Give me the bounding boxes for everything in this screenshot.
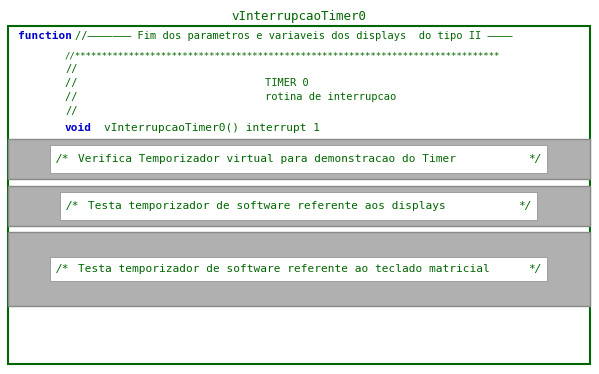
Text: function: function (18, 31, 72, 41)
Text: */: */ (528, 264, 542, 274)
Text: //: // (65, 64, 77, 74)
Text: */: */ (528, 154, 542, 164)
Text: Verifica Temporizador virtual para demonstracao do Timer: Verifica Temporizador virtual para demon… (78, 154, 456, 164)
Text: //: // (65, 106, 77, 116)
FancyBboxPatch shape (50, 145, 547, 173)
Text: /*: /* (66, 201, 80, 211)
Text: //                              TIMER 0: // TIMER 0 (65, 78, 308, 88)
Text: Testa temporizador de software referente aos displays: Testa temporizador de software referente… (88, 201, 446, 211)
Text: //——————— Fim dos parametros e variaveis dos displays  do tipo II ————: //——————— Fim dos parametros e variaveis… (75, 31, 513, 41)
Text: /*: /* (56, 264, 69, 274)
Text: vInterrupcaoTimer0() interrupt 1: vInterrupcaoTimer0() interrupt 1 (104, 123, 320, 133)
FancyBboxPatch shape (60, 192, 537, 220)
Text: /*: /* (56, 154, 69, 164)
Text: void: void (65, 123, 92, 133)
FancyBboxPatch shape (8, 139, 590, 179)
Text: //******************************************************************************: //**************************************… (65, 52, 500, 61)
Text: //                              rotina de interrupcao: // rotina de interrupcao (65, 92, 397, 102)
FancyBboxPatch shape (50, 257, 547, 281)
Text: vInterrupcaoTimer0: vInterrupcaoTimer0 (231, 9, 367, 22)
FancyBboxPatch shape (8, 186, 590, 226)
FancyBboxPatch shape (8, 232, 590, 306)
Text: Testa temporizador de software referente ao teclado matricial: Testa temporizador de software referente… (78, 264, 490, 274)
FancyBboxPatch shape (8, 26, 590, 364)
Text: */: */ (519, 201, 532, 211)
